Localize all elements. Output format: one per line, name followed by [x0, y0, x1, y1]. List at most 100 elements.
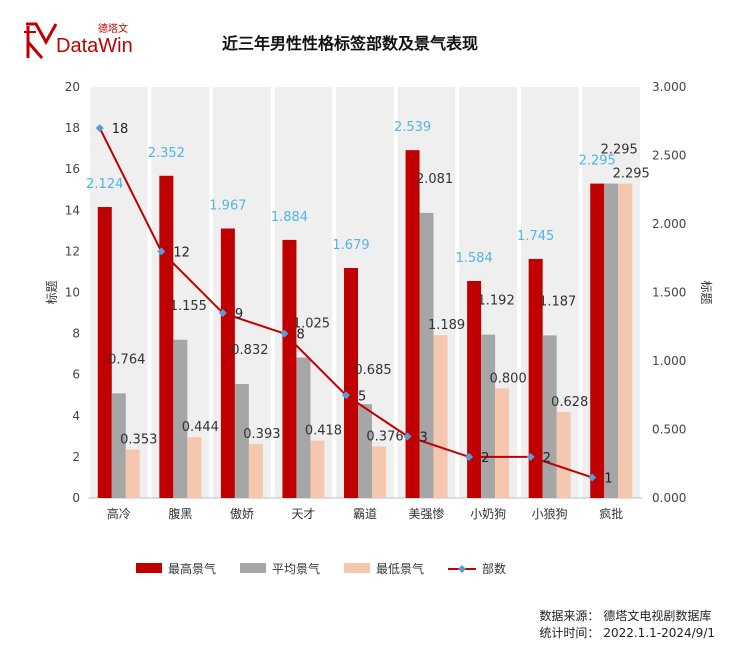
bar-1 [590, 183, 605, 498]
x-axis-tick-label: 天才 [291, 507, 315, 521]
right-axis-tick-label: 1.500 [652, 286, 686, 300]
x-axis-tick-label: 傲娇 [230, 506, 254, 521]
line-point [157, 247, 166, 256]
legend-label: 部数 [482, 561, 506, 576]
bar-3 [618, 183, 633, 498]
bar-data-label: 1.584 [456, 251, 493, 266]
bar-data-label: 1.025 [293, 317, 330, 332]
bar-data-label: 0.628 [551, 395, 588, 410]
x-axis-tick-label: 美强惨 [409, 506, 445, 521]
right-axis-tick-label: 1.000 [652, 354, 686, 368]
legend-label: 最高景气 [168, 561, 216, 576]
line-data-label: 2 [481, 451, 489, 466]
bar-data-label: 1.192 [478, 294, 515, 309]
bar-data-label: 0.444 [182, 420, 219, 435]
bar-3 [433, 335, 448, 498]
line-point [342, 391, 350, 400]
left-axis-tick-label: 14 [65, 203, 80, 217]
bar-3 [372, 446, 386, 498]
bar-data-label: 2.295 [601, 143, 638, 158]
line-point [465, 452, 474, 461]
left-axis-tick-label: 18 [65, 121, 80, 135]
left-axis-tick-label: 12 [65, 244, 80, 258]
period-value: 2022.1.1-2024/9/1 [603, 626, 715, 640]
bar-data-label: 0.418 [305, 424, 342, 439]
legend-swatch [344, 563, 370, 573]
bar-data-label: 0.376 [366, 429, 403, 444]
source-label: 数据来源： [539, 609, 600, 623]
bar-3 [310, 440, 325, 498]
bar-data-label: 1.189 [428, 318, 465, 333]
line-point [526, 452, 535, 461]
bar-data-label: 0.832 [231, 343, 268, 358]
bar-data-label: 0.353 [120, 433, 157, 448]
bar-2 [358, 404, 372, 498]
legend-swatch [240, 563, 266, 573]
left-axis-tick-label: 10 [65, 286, 80, 300]
line-point [218, 309, 227, 318]
bar-3 [125, 449, 140, 498]
bar-data-label: 2.295 [613, 167, 650, 182]
line-point [403, 432, 412, 441]
line-point [588, 473, 597, 482]
bar-data-label: 1.884 [271, 210, 308, 225]
right-axis-title: 标题 [699, 280, 713, 304]
x-axis-tick-label: 小狼狗 [532, 506, 568, 521]
bar-1 [220, 228, 235, 498]
bar-2 [542, 335, 557, 498]
line-point [95, 124, 104, 133]
right-axis-tick-label: 2.000 [652, 217, 686, 231]
source-value: 德塔文电视剧数据库 [603, 609, 712, 623]
left-axis-title: 标题 [45, 280, 59, 304]
bar-1 [528, 258, 543, 498]
line-data-label: 8 [296, 328, 304, 343]
bar-2 [173, 339, 188, 498]
right-axis-tick-label: 0.500 [652, 423, 686, 437]
bar-data-label: 2.081 [416, 172, 453, 187]
datawin-logo: 德塔文 DataWin [22, 18, 142, 66]
left-axis-tick-label: 6 [72, 368, 80, 382]
bar-data-label: 0.685 [354, 363, 391, 378]
brand-english-name: DataWin [56, 35, 133, 57]
line-point [280, 329, 289, 338]
bar-2 [296, 357, 311, 498]
x-axis-tick-label: 腹黑 [168, 507, 192, 521]
bar-3 [187, 437, 202, 498]
bar-data-label: 1.155 [170, 299, 207, 314]
left-axis-tick-label: 0 [72, 491, 80, 505]
bar-2 [604, 183, 619, 498]
legend-label: 平均景气 [272, 561, 320, 576]
line-data-label: 1 [604, 471, 612, 486]
x-axis-tick-label: 高冷 [107, 506, 131, 521]
line-data-label: 12 [173, 245, 190, 260]
bar-data-label: 1.745 [517, 229, 554, 244]
bar-data-label: 2.539 [394, 120, 431, 135]
bar-1 [344, 267, 358, 498]
left-axis-tick-label: 20 [65, 80, 80, 94]
combo-chart: 024681012141618200.0000.5001.0001.5002.0… [45, 80, 713, 576]
line-data-label: 3 [420, 430, 428, 445]
bar-data-label: 2.295 [579, 154, 616, 169]
bar-data-label: 0.800 [490, 371, 527, 386]
left-axis-tick-label: 8 [72, 327, 80, 341]
bar-2 [419, 212, 434, 498]
bar-data-label: 0.393 [243, 427, 280, 442]
bar-1 [159, 175, 174, 498]
right-axis-tick-label: 0.000 [652, 491, 686, 505]
bar-3 [495, 388, 510, 498]
brand-chinese-name: 德塔文 [98, 24, 128, 35]
right-axis-tick-label: 3.000 [652, 80, 686, 94]
bar-data-label: 1.187 [539, 294, 576, 309]
x-axis-tick-label: 霸道 [353, 507, 377, 521]
bar-3 [248, 444, 263, 498]
x-axis-tick-label: 疯批 [599, 506, 623, 521]
bar-2 [234, 384, 249, 498]
left-axis-tick-label: 2 [72, 450, 80, 464]
legend-swatch [136, 563, 162, 573]
bar-1 [97, 207, 112, 498]
chart-title: 近三年男性性格标签部数及景气表现 [221, 34, 478, 53]
left-axis-tick-label: 16 [65, 162, 80, 176]
chart-footer: 数据来源： 德塔文电视剧数据库 统计时间： 2022.1.1-2024/9/1 [535, 608, 715, 642]
bar-data-label: 2.124 [86, 177, 123, 192]
legend-label: 最低景气 [376, 561, 424, 576]
